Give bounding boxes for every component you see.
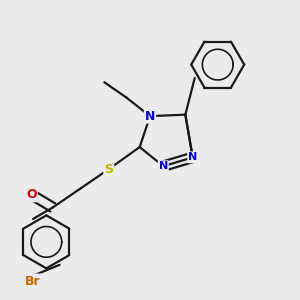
Text: O: O: [26, 188, 37, 201]
Text: N: N: [159, 161, 168, 171]
Text: N: N: [145, 110, 155, 123]
Text: S: S: [104, 163, 113, 176]
Text: Br: Br: [25, 274, 41, 287]
Text: N: N: [188, 152, 197, 162]
